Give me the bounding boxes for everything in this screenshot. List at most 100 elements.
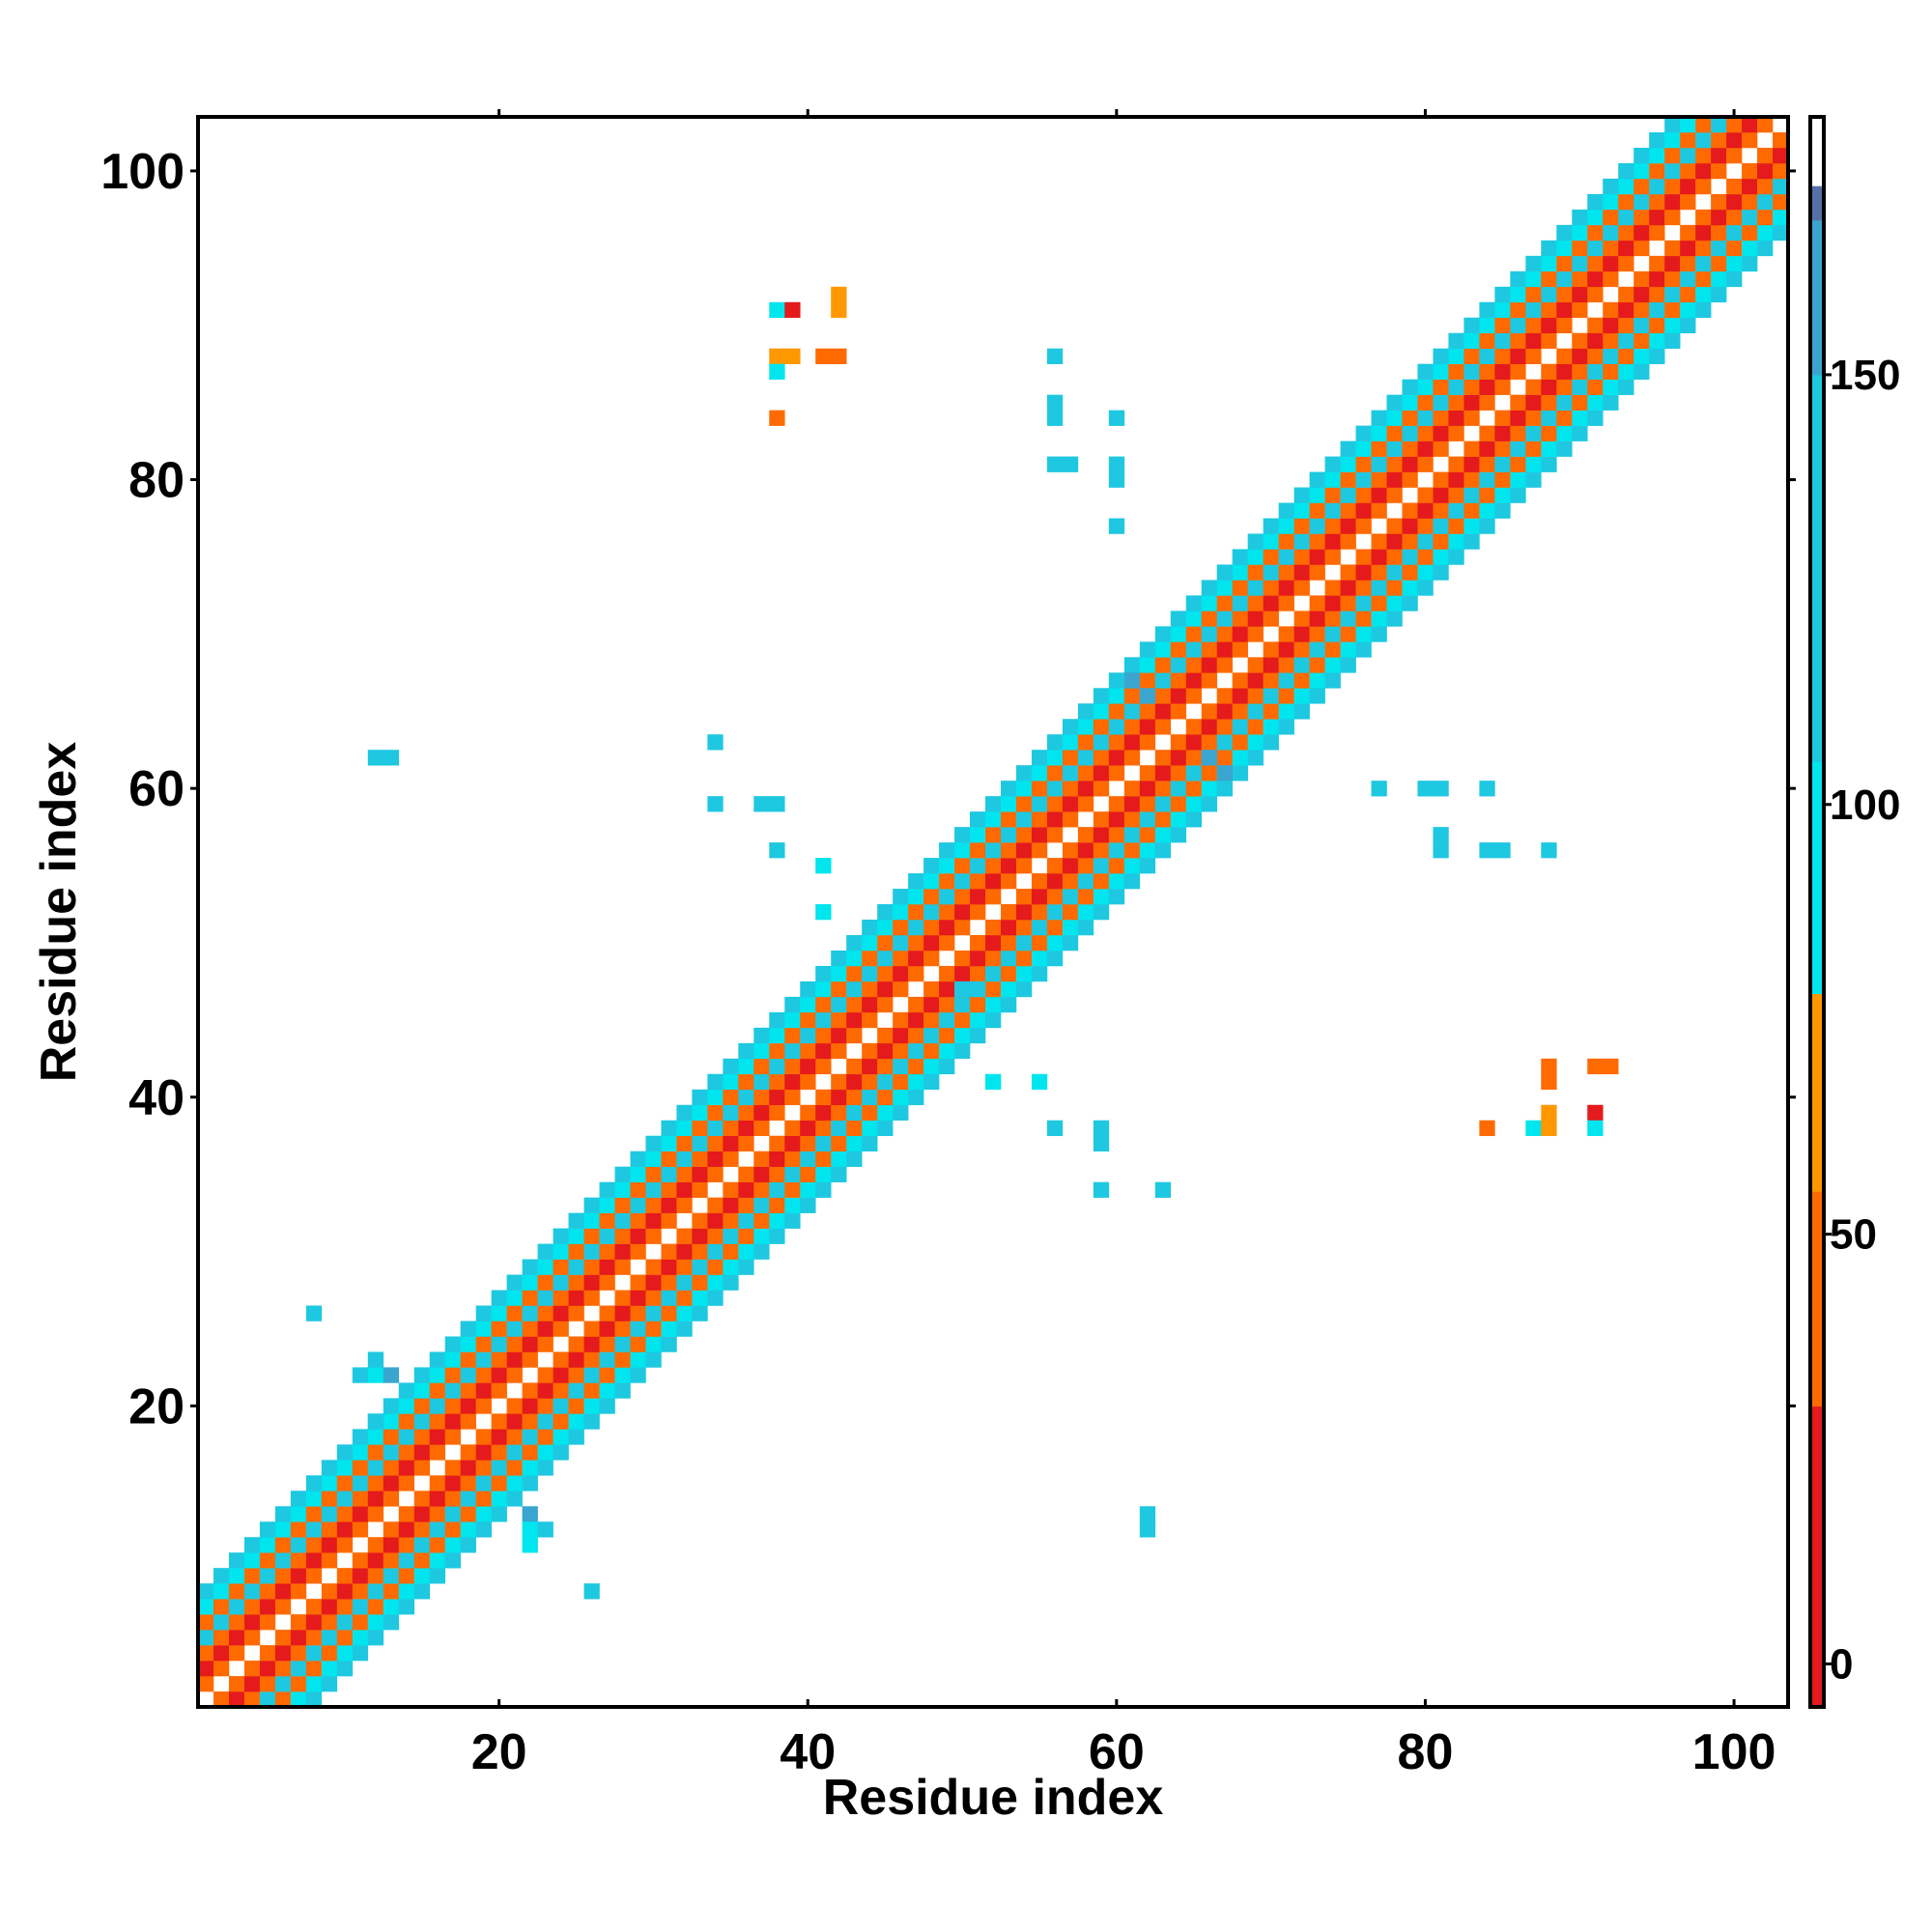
heatmap-cell bbox=[1278, 549, 1294, 565]
heatmap-cell bbox=[460, 1475, 476, 1492]
heatmap-cell bbox=[198, 1661, 214, 1677]
heatmap-cell bbox=[305, 1645, 323, 1662]
heatmap-cell bbox=[1077, 734, 1094, 751]
heatmap-cell bbox=[614, 1367, 631, 1383]
heatmap-cell bbox=[583, 1413, 600, 1430]
heatmap-cell bbox=[1201, 580, 1218, 596]
heatmap-cell bbox=[305, 1614, 323, 1631]
heatmap-cell bbox=[753, 1151, 770, 1167]
heatmap-cell bbox=[1031, 781, 1048, 797]
heatmap-cell bbox=[568, 1274, 584, 1291]
heatmap-cell bbox=[537, 1398, 554, 1414]
heatmap-cell bbox=[367, 1568, 384, 1584]
heatmap-cell bbox=[1417, 410, 1434, 426]
heatmap-cell bbox=[1494, 379, 1511, 395]
heatmap-cell bbox=[491, 1336, 507, 1352]
heatmap-cell bbox=[1525, 348, 1542, 364]
heatmap-cell bbox=[1649, 131, 1665, 149]
heatmap-cell bbox=[800, 1073, 816, 1091]
heatmap-cell bbox=[1154, 672, 1172, 689]
heatmap-cell bbox=[1680, 255, 1696, 272]
heatmap-cell bbox=[1093, 811, 1110, 828]
heatmap-cell bbox=[815, 1166, 832, 1182]
heatmap-cell bbox=[460, 1398, 476, 1414]
heatmap-cell bbox=[1711, 117, 1727, 133]
heatmap-cell bbox=[599, 1398, 615, 1414]
heatmap-cell bbox=[1664, 301, 1681, 319]
heatmap-cell bbox=[1201, 734, 1218, 751]
heatmap-cell bbox=[583, 1351, 600, 1368]
heatmap-cell bbox=[1525, 255, 1542, 272]
heatmap-cell bbox=[429, 1491, 445, 1507]
heatmap-cell bbox=[723, 1274, 739, 1291]
heatmap-cell bbox=[1371, 456, 1387, 472]
heatmap-cell bbox=[815, 1135, 832, 1151]
heatmap-cell bbox=[305, 1599, 323, 1615]
heatmap-cell bbox=[1649, 209, 1665, 226]
heatmap-cell bbox=[1232, 580, 1248, 596]
heatmap-cell bbox=[1139, 811, 1156, 828]
heatmap-cell bbox=[1170, 703, 1187, 720]
heatmap-cell bbox=[228, 1599, 245, 1615]
heatmap-cell bbox=[398, 1552, 415, 1569]
heatmap-cell bbox=[1201, 796, 1218, 812]
heatmap-cell bbox=[1371, 502, 1387, 519]
heatmap-cell bbox=[1031, 873, 1048, 890]
heatmap-cell bbox=[352, 1506, 369, 1522]
heatmap-cell bbox=[939, 858, 955, 874]
heatmap-cell bbox=[738, 1228, 754, 1244]
heatmap-cell bbox=[970, 965, 986, 982]
heatmap-cell bbox=[1216, 734, 1233, 751]
heatmap-cell bbox=[1417, 518, 1434, 534]
heatmap-cell bbox=[908, 965, 924, 982]
heatmap-cell bbox=[1263, 580, 1279, 596]
heatmap-cell bbox=[1263, 595, 1279, 611]
heatmap-cell bbox=[1232, 734, 1248, 751]
heatmap-cell bbox=[475, 1475, 492, 1492]
heatmap-cell bbox=[1000, 996, 1017, 1013]
heatmap-cell bbox=[1587, 224, 1604, 242]
heatmap-cell bbox=[367, 1367, 384, 1383]
heatmap-cell bbox=[583, 1398, 600, 1414]
heatmap-cell bbox=[707, 1259, 724, 1275]
heatmap-cell bbox=[831, 950, 847, 967]
heatmap-cell bbox=[1742, 209, 1758, 226]
heatmap-cell bbox=[1371, 549, 1387, 565]
heatmap-cell bbox=[769, 1228, 785, 1244]
heatmap-cell bbox=[645, 1151, 662, 1167]
heatmap-cell bbox=[831, 1166, 847, 1182]
heatmap-cell bbox=[383, 1444, 400, 1461]
heatmap-cell bbox=[1525, 394, 1542, 411]
heatmap-cell bbox=[1015, 781, 1033, 797]
heatmap-cell bbox=[769, 796, 785, 812]
heatmap-cell bbox=[383, 1429, 400, 1445]
heatmap-cell bbox=[305, 1506, 323, 1522]
heatmap-cell bbox=[506, 1336, 523, 1352]
heatmap-cell bbox=[1695, 286, 1712, 303]
heatmap-cell bbox=[1525, 301, 1542, 319]
heatmap-cell bbox=[290, 1645, 307, 1662]
heatmap-cell bbox=[1510, 363, 1526, 380]
heatmap-cell bbox=[1371, 410, 1387, 426]
heatmap-cell bbox=[553, 1429, 569, 1445]
heatmap-cell bbox=[1510, 410, 1526, 426]
heatmap-cell bbox=[1093, 1135, 1110, 1151]
heatmap-cell bbox=[383, 750, 400, 766]
heatmap-cell bbox=[336, 1521, 354, 1538]
heatmap-cell bbox=[383, 1521, 400, 1538]
heatmap-cell bbox=[1015, 858, 1033, 874]
colorbar-frame bbox=[1808, 115, 1826, 1709]
heatmap-cell bbox=[1000, 873, 1017, 890]
plot-frame bbox=[196, 115, 1790, 1709]
heatmap-cell bbox=[1525, 456, 1542, 472]
heatmap-cell bbox=[444, 1491, 461, 1507]
heatmap-cell bbox=[1417, 363, 1434, 380]
heatmap-cell bbox=[1371, 781, 1387, 797]
heatmap-cell bbox=[1046, 873, 1064, 890]
heatmap-cell bbox=[259, 1583, 276, 1600]
heatmap-cell bbox=[1123, 827, 1141, 843]
heatmap-cell bbox=[1278, 688, 1294, 704]
heatmap-cell bbox=[831, 301, 847, 319]
heatmap-cell bbox=[908, 950, 924, 967]
heatmap-cell bbox=[1139, 796, 1156, 812]
